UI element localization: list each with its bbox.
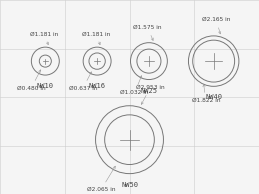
Text: Ø2.953 in: Ø2.953 in bbox=[136, 85, 164, 104]
Text: Ø0.480 in: Ø0.480 in bbox=[17, 70, 45, 91]
Text: Ø1.181 in: Ø1.181 in bbox=[82, 31, 110, 45]
Text: Ø1.575 in: Ø1.575 in bbox=[133, 25, 162, 41]
Text: Ø2.165 in: Ø2.165 in bbox=[202, 17, 231, 34]
Text: Ø1.822 in: Ø1.822 in bbox=[192, 84, 220, 103]
Text: Ø1.181 in: Ø1.181 in bbox=[30, 31, 58, 45]
Text: NW10: NW10 bbox=[37, 83, 54, 89]
Text: Ø0.637 in: Ø0.637 in bbox=[69, 72, 97, 91]
Text: NW16: NW16 bbox=[89, 83, 106, 89]
Text: NW25: NW25 bbox=[140, 87, 157, 94]
Text: NW50: NW50 bbox=[121, 182, 138, 188]
Text: NW40: NW40 bbox=[205, 94, 222, 100]
Text: Ø1.032 in: Ø1.032 in bbox=[120, 76, 149, 95]
Text: Ø2.065 in: Ø2.065 in bbox=[87, 166, 115, 192]
